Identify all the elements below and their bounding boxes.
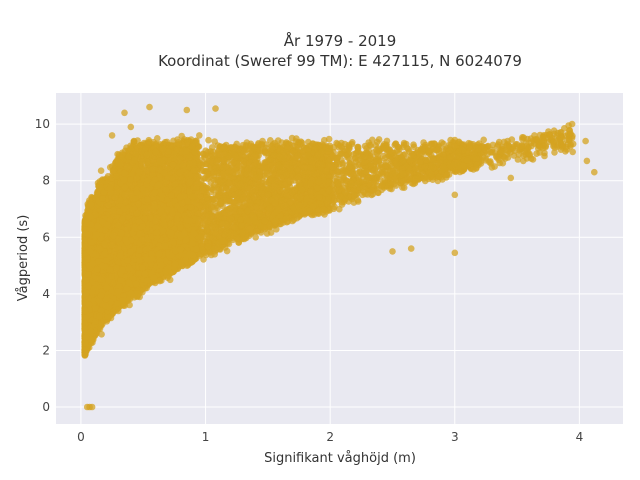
data-point xyxy=(508,136,516,143)
data-point xyxy=(267,229,275,236)
data-points xyxy=(81,103,598,411)
data-point xyxy=(514,156,522,163)
data-point xyxy=(369,136,376,144)
data-point xyxy=(200,256,207,263)
